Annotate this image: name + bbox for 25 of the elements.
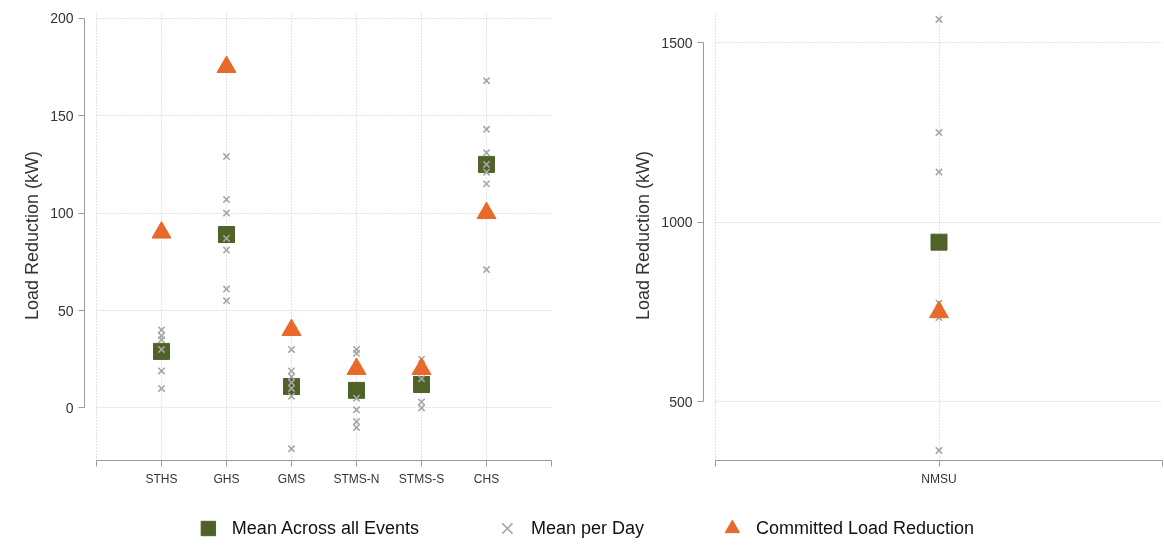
point — [935, 128, 943, 137]
legend-label: Committed Load Reduction — [756, 517, 975, 539]
y-tick-label: 1500 — [661, 34, 693, 51]
x-tick-label: STMS-N — [333, 471, 380, 486]
y-tick-label: 200 — [50, 10, 74, 27]
y-tick-label: 0 — [65, 399, 74, 416]
point — [935, 446, 943, 455]
x-tick-label: CHS — [473, 471, 500, 486]
y-tick-label: 500 — [669, 393, 693, 410]
point — [935, 15, 943, 24]
x-tick-label: NMSU — [921, 471, 957, 486]
x-tick-label: GMS — [277, 471, 306, 486]
point — [930, 233, 948, 251]
y-tick-label: 150 — [50, 107, 74, 124]
y-axis-title: Load Reduction (kW) — [22, 150, 43, 321]
y-axis-title: Load Reduction (kW) — [633, 150, 654, 321]
x-tick-label: STMS-S — [398, 471, 445, 486]
y-tick-label: 1000 — [661, 214, 693, 231]
legend-label: Mean per Day — [530, 517, 645, 539]
y-tick-label: 50 — [57, 302, 74, 319]
point — [935, 168, 943, 177]
y-tick-label: 100 — [50, 205, 74, 222]
x-tick-label: STHS — [145, 471, 178, 486]
x-tick-label: GHS — [213, 471, 240, 486]
legend-label: Mean Across all Events — [231, 517, 419, 539]
